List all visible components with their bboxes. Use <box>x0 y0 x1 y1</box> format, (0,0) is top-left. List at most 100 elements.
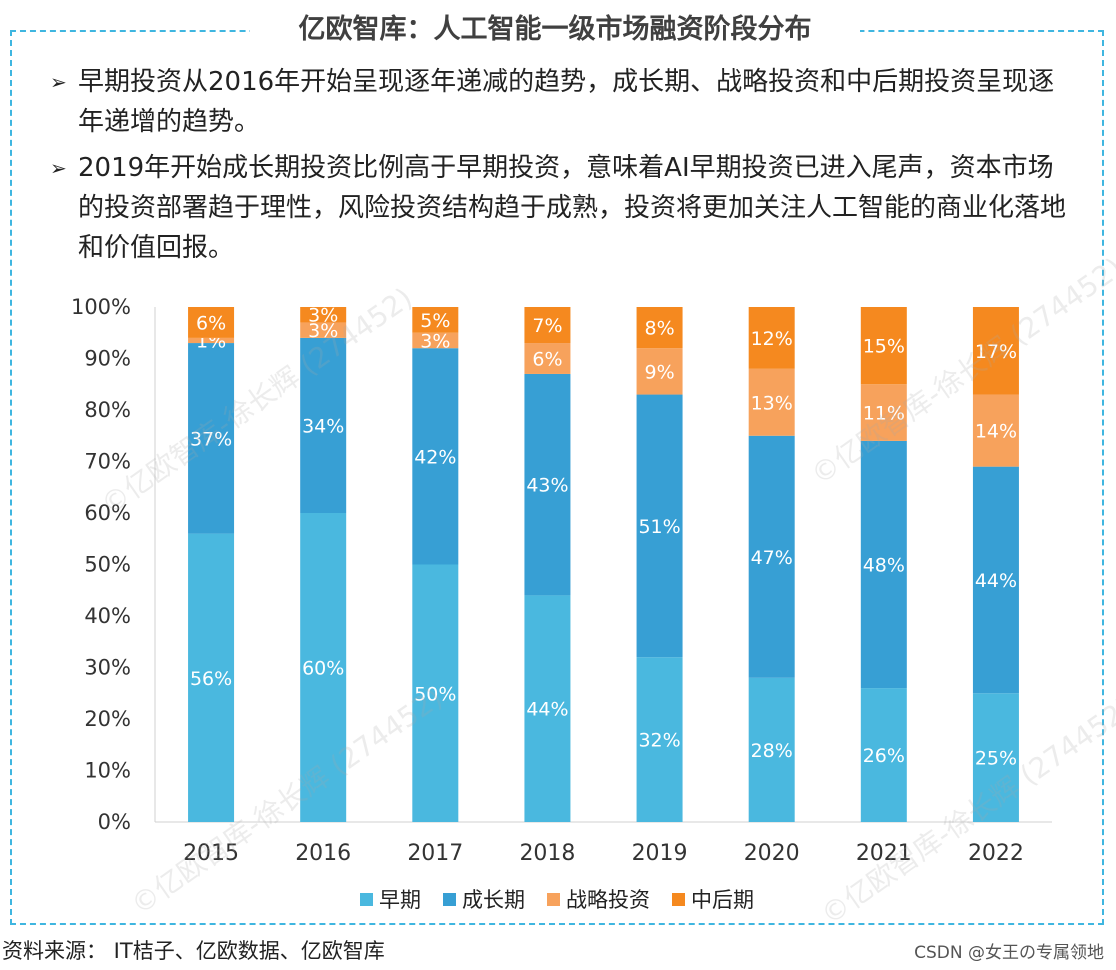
bar-segment <box>860 307 907 385</box>
data-label: 44% <box>975 570 1017 592</box>
data-label: 3% <box>308 320 338 342</box>
bar-segment <box>860 688 907 822</box>
data-label: 17% <box>975 341 1017 363</box>
source-note: 资料来源： IT桔子、亿欧数据、亿欧智库 <box>2 939 385 963</box>
bar-segment <box>188 533 235 822</box>
legend-swatch <box>360 892 373 906</box>
legend-swatch <box>443 892 456 906</box>
bullet-item: ➢ 2019年开始成长期投资比例高于早期投资，意味着AI早期投资已进入尾声，资本… <box>50 148 1070 268</box>
legend-label: 中后期 <box>691 888 754 912</box>
bar-segment <box>636 307 683 349</box>
bar-segment <box>412 348 459 565</box>
legend-item-strategic: 战略投资 <box>547 884 650 914</box>
x-tick-label: 2016 <box>295 841 351 866</box>
y-tick-label: 60% <box>84 501 131 525</box>
data-label: 25% <box>975 748 1017 770</box>
data-label: 37% <box>190 428 232 450</box>
y-tick-label: 20% <box>84 707 131 731</box>
x-tick-label: 2021 <box>856 841 912 866</box>
bar-segment <box>412 307 459 333</box>
chart-legend: 早期 成长期 战略投资 中后期 <box>360 884 754 914</box>
legend-item-late: 中后期 <box>672 884 754 914</box>
bar-segment <box>412 564 459 822</box>
bar-segment <box>860 440 907 689</box>
bar-segment <box>636 657 683 822</box>
legend-item-growth: 成长期 <box>443 884 525 914</box>
y-tick-label: 40% <box>84 604 131 628</box>
bar-segment <box>524 595 571 822</box>
bar-segment <box>636 394 683 658</box>
data-label: 3% <box>308 305 338 327</box>
data-label: 6% <box>196 312 226 334</box>
data-label: 13% <box>751 392 793 414</box>
y-tick-label: 100% <box>71 295 131 319</box>
legend-label: 战略投资 <box>566 888 650 912</box>
bar-segment <box>300 307 347 323</box>
data-label: 44% <box>526 699 568 721</box>
bar-segment <box>188 307 235 338</box>
bar-segment <box>300 513 347 822</box>
data-label: 42% <box>414 446 456 468</box>
data-label: 8% <box>644 318 674 340</box>
x-tick-label: 2022 <box>968 841 1024 866</box>
x-tick-label: 2019 <box>632 841 688 866</box>
data-label: 3% <box>420 330 450 352</box>
bar-segment <box>524 307 571 344</box>
bullet-item: ➢ 早期投资从2016年开始呈现逐年递减的趋势，成长期、战略投资和中后期投资呈现… <box>50 62 1070 142</box>
data-label: 48% <box>863 555 905 577</box>
bar-segment <box>300 322 347 338</box>
legend-label: 早期 <box>379 888 421 912</box>
y-tick-label: 30% <box>84 656 131 680</box>
y-tick-label: 50% <box>84 553 131 577</box>
data-label: 56% <box>190 668 232 690</box>
y-tick-label: 0% <box>98 810 131 834</box>
bar-segment <box>972 394 1019 467</box>
bar-segment <box>524 343 571 374</box>
bar-segment <box>972 307 1019 395</box>
data-label: 34% <box>302 415 344 437</box>
data-label: 50% <box>414 683 456 705</box>
legend-swatch <box>672 892 685 906</box>
legend-label: 成长期 <box>462 888 525 912</box>
data-label: 51% <box>638 516 680 538</box>
x-tick-label: 2017 <box>407 841 463 866</box>
data-label: 7% <box>532 315 562 337</box>
bar-segment <box>300 337 347 513</box>
y-tick-label: 10% <box>84 759 131 783</box>
data-label: 60% <box>302 658 344 680</box>
arrow-bullet-icon: ➢ <box>50 70 67 94</box>
bar-segment <box>748 307 795 369</box>
bullet-text: 早期投资从2016年开始呈现逐年递减的趋势，成长期、战略投资和中后期投资呈现逐年… <box>78 67 1055 137</box>
bar-segment <box>972 466 1019 694</box>
bar-segment <box>748 435 795 678</box>
bar-segment <box>748 368 795 436</box>
bar-segment <box>748 677 795 822</box>
x-tick-label: 2015 <box>183 841 239 866</box>
bar-segment <box>524 373 571 596</box>
data-label: 11% <box>863 403 905 425</box>
data-label: 28% <box>751 740 793 762</box>
data-label: 5% <box>420 310 450 332</box>
y-tick-label: 80% <box>84 398 131 422</box>
data-label: 43% <box>526 475 568 497</box>
y-tick-label: 90% <box>84 347 131 371</box>
data-label: 32% <box>638 730 680 752</box>
x-tick-label: 2020 <box>744 841 800 866</box>
x-tick-label: 2018 <box>519 841 575 866</box>
bullet-text: 2019年开始成长期投资比例高于早期投资，意味着AI早期投资已进入尾声，资本市场… <box>78 153 1067 263</box>
data-label: 14% <box>975 421 1017 443</box>
page-title: 亿欧智库：人工智能一级市场融资阶段分布 <box>250 10 860 50</box>
data-label: 9% <box>644 361 674 383</box>
credit-note: CSDN @女王の专属领地 <box>914 943 1104 963</box>
bar-segment <box>860 384 907 441</box>
y-tick-label: 70% <box>84 450 131 474</box>
stacked-bar-chart: 0% 10% 20% 30% 40% 50% 60% 70% 80% 90% 100% 56% 37% 1… <box>71 295 1052 866</box>
data-label: 6% <box>532 349 562 371</box>
data-label: 26% <box>863 745 905 767</box>
legend-swatch <box>547 892 560 906</box>
bar-segment <box>412 332 459 349</box>
data-label: 47% <box>751 547 793 569</box>
arrow-bullet-icon: ➢ <box>50 156 67 180</box>
bullet-list: ➢ 早期投资从2016年开始呈现逐年递减的趋势，成长期、战略投资和中后期投资呈现… <box>50 62 1070 274</box>
data-label: 12% <box>751 328 793 350</box>
